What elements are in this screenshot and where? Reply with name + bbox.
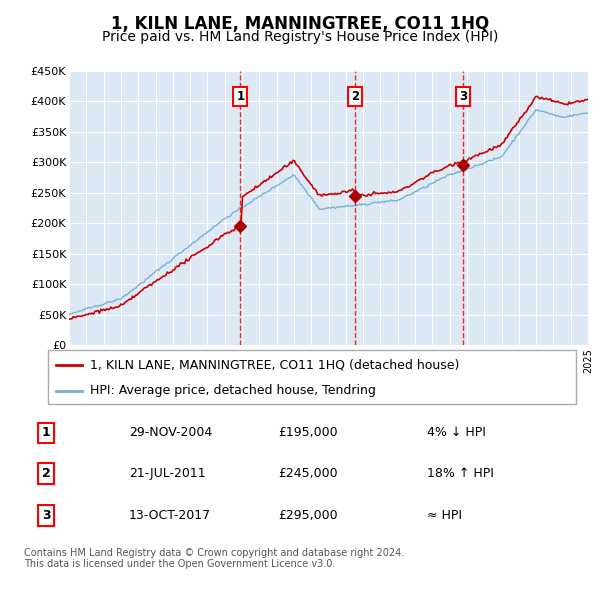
Text: 21-JUL-2011: 21-JUL-2011 xyxy=(129,467,206,480)
Text: 1: 1 xyxy=(236,90,245,103)
Text: Price paid vs. HM Land Registry's House Price Index (HPI): Price paid vs. HM Land Registry's House … xyxy=(102,30,498,44)
Text: 2: 2 xyxy=(42,467,50,480)
Text: HPI: Average price, detached house, Tendring: HPI: Average price, detached house, Tend… xyxy=(90,384,376,397)
Text: 1, KILN LANE, MANNINGTREE, CO11 1HQ (detached house): 1, KILN LANE, MANNINGTREE, CO11 1HQ (det… xyxy=(90,358,460,371)
Text: 18% ↑ HPI: 18% ↑ HPI xyxy=(427,467,494,480)
Text: 2: 2 xyxy=(351,90,359,103)
Text: £245,000: £245,000 xyxy=(278,467,338,480)
Text: 1, KILN LANE, MANNINGTREE, CO11 1HQ: 1, KILN LANE, MANNINGTREE, CO11 1HQ xyxy=(111,15,489,33)
Text: £195,000: £195,000 xyxy=(278,427,338,440)
Text: 29-NOV-2004: 29-NOV-2004 xyxy=(129,427,212,440)
Text: 4% ↓ HPI: 4% ↓ HPI xyxy=(427,427,486,440)
Text: 1: 1 xyxy=(42,427,50,440)
Text: 3: 3 xyxy=(42,509,50,522)
Text: 13-OCT-2017: 13-OCT-2017 xyxy=(129,509,211,522)
Text: Contains HM Land Registry data © Crown copyright and database right 2024.
This d: Contains HM Land Registry data © Crown c… xyxy=(24,548,404,569)
Text: £295,000: £295,000 xyxy=(278,509,338,522)
Text: 3: 3 xyxy=(459,90,467,103)
Text: ≈ HPI: ≈ HPI xyxy=(427,509,462,522)
